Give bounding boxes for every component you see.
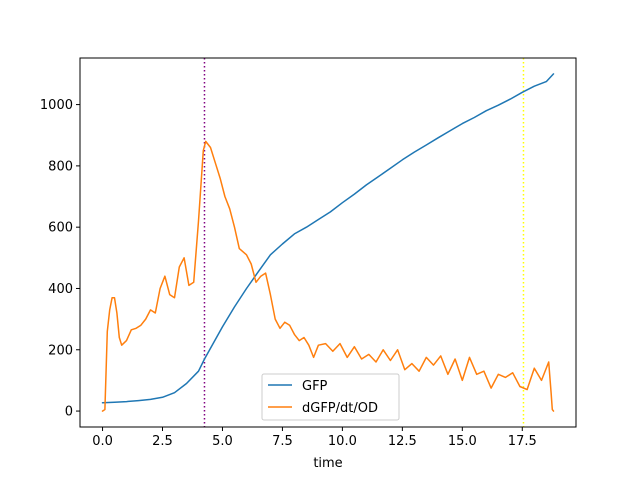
x-tick-label: 2.5 — [152, 434, 173, 449]
legend: GFP dGFP/dt/OD — [261, 373, 400, 421]
x-tick-label: 15.0 — [448, 434, 477, 449]
x-tick-label: 12.5 — [388, 434, 417, 449]
x-tick-label: 17.5 — [508, 434, 537, 449]
x-tick-label: 5.0 — [212, 434, 233, 449]
y-tick-label: 200 — [48, 343, 73, 358]
vertical-reference-lines — [203, 58, 525, 427]
y-tick-label: 0 — [65, 405, 73, 420]
y-tick-label: 1000 — [40, 98, 73, 113]
y-tick-label: 600 — [48, 221, 73, 236]
x-axis-ticks: 0.0 2.5 5.0 7.5 10.0 12.5 15.0 17.5 — [92, 427, 537, 449]
plot-frame — [79, 57, 577, 428]
x-tick-label: 0.0 — [92, 434, 113, 449]
y-axis-ticks: 0 200 400 600 800 1000 — [40, 98, 80, 420]
x-tick-label: 7.5 — [272, 434, 293, 449]
legend-box — [261, 373, 400, 421]
x-axis-label: time — [313, 456, 342, 471]
y-tick-label: 800 — [48, 159, 73, 174]
legend-label-gfp: GFP — [302, 379, 328, 394]
x-tick-label: 10.0 — [328, 434, 357, 449]
series-lines — [101, 73, 555, 412]
legend-label-dgfp: dGFP/dt/OD — [302, 401, 378, 416]
series-line-0 — [101, 73, 555, 404]
y-tick-label: 400 — [48, 282, 73, 297]
series-line-1 — [101, 140, 555, 412]
